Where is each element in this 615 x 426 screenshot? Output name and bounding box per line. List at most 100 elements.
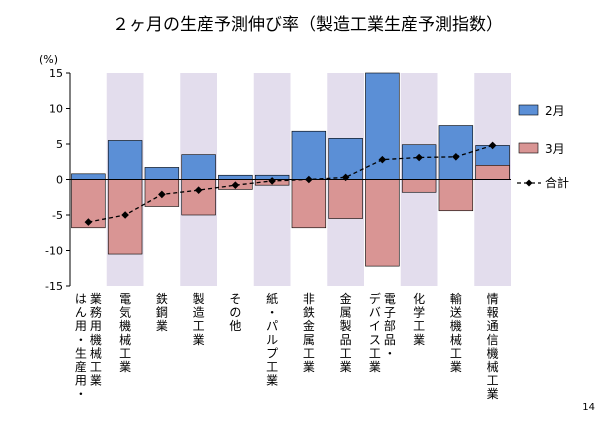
bar-2月	[107, 140, 143, 180]
total-point	[158, 190, 166, 199]
legend-label: 2月	[545, 104, 565, 118]
category-label-char: は	[75, 292, 87, 306]
total-point	[268, 177, 276, 185]
total-point	[452, 152, 460, 161]
category-label-char: 工	[119, 346, 131, 360]
category-label-char: 工	[303, 346, 315, 360]
bars	[71, 72, 510, 267]
legend-label: 合計	[545, 175, 569, 190]
category-label-char: 通	[487, 319, 499, 333]
category-label-char: 業	[340, 360, 352, 374]
page-title: ２ヶ月の生産予測伸び率（製造工業生産予測指数）	[112, 15, 503, 35]
category-label-char: 鉄	[303, 305, 315, 320]
category-label-char: 業	[369, 360, 381, 374]
category-label-char: 非	[303, 292, 315, 306]
bar-2月	[144, 167, 180, 180]
category-labels: 業務用機械工業はん用・生産用・電気機械工業鉄鋼業製造工業その他紙・パルプ工業非鉄…	[75, 291, 499, 401]
total-point	[84, 218, 93, 226]
category-label-char: 学	[413, 305, 425, 320]
category-label-char: 用	[75, 374, 87, 388]
category-label-char: 化	[413, 292, 425, 306]
category-label-char: そ	[229, 292, 241, 306]
category-label-char: 業	[450, 360, 462, 374]
category-label-char: 工	[266, 360, 278, 374]
legend-swatch	[518, 142, 539, 154]
category-label-char: 気	[119, 305, 131, 320]
y-tick-label: -10	[45, 245, 63, 258]
category-label-char: 輸	[450, 291, 462, 306]
category-label-char: 情	[487, 292, 499, 306]
category-label-char: 紙	[266, 291, 278, 306]
legend-label: 3月	[545, 142, 565, 156]
category-label-char: 産	[75, 359, 87, 374]
category-label-char: 属	[303, 333, 315, 347]
bar-2月	[291, 130, 327, 180]
category-label-char: 業	[266, 374, 278, 388]
bar-2月	[181, 154, 216, 180]
category-label-char: パ	[266, 319, 278, 333]
category-label-char: 品	[340, 333, 352, 347]
category-label-char: 工	[413, 319, 425, 333]
bar-2月	[218, 174, 253, 180]
page-number: 14	[582, 402, 595, 413]
y-axis-unit: (%)	[39, 53, 59, 66]
category-label-char: 生	[75, 346, 87, 360]
category-label-char: 報	[487, 306, 499, 320]
category-label-char: 械	[119, 332, 131, 347]
category-label-char: 業	[156, 319, 168, 333]
total-point	[488, 141, 497, 150]
y-tick-label: 10	[49, 103, 63, 116]
category-label-char: 械	[450, 332, 462, 347]
bar-2月	[438, 125, 474, 180]
legend-swatch	[518, 104, 539, 116]
bar-3月	[475, 165, 510, 180]
category-label-char: ス	[369, 333, 381, 347]
y-tick-label: 15	[49, 67, 63, 80]
category-label-char: ・	[75, 333, 87, 347]
total-point	[341, 173, 350, 182]
category-label-char: 鉄	[156, 291, 168, 306]
category-label-char: 造	[193, 306, 205, 320]
category-label-char: 金	[340, 291, 352, 306]
category-label-char: 電	[384, 292, 396, 306]
category-label-char: 工	[369, 346, 381, 360]
bar-3月	[401, 179, 437, 193]
bar-2月	[328, 138, 363, 180]
category-label-char: 工	[193, 319, 205, 333]
category-label-char: 業	[303, 360, 315, 374]
total-point	[415, 153, 423, 162]
category-label-char: 業	[119, 360, 131, 374]
category-label-char: 工	[487, 374, 499, 388]
category-label-char: 工	[90, 360, 102, 374]
y-tick-label: -15	[45, 280, 63, 293]
category-label-char: 務	[90, 306, 102, 320]
category-label-char: 業	[90, 292, 102, 306]
category-label-char: 用	[90, 319, 102, 333]
bar-2月	[365, 72, 400, 180]
category-label-char: プ	[266, 346, 278, 360]
category-label-char: 信	[487, 333, 499, 347]
category-label-char: 機	[487, 345, 499, 360]
legend-marker	[525, 179, 533, 187]
category-label-char: 工	[450, 346, 462, 360]
category-label-char: 業	[193, 333, 205, 347]
category-label-char: デ	[369, 291, 381, 306]
category-label-char: 属	[340, 306, 352, 320]
category-label-char: 製	[340, 319, 352, 333]
category-label-char: 他	[229, 319, 241, 333]
category-label-char: 業	[90, 374, 102, 388]
total-line	[84, 141, 497, 226]
axes: 15 10 5 0 -5 -10 -15	[45, 67, 511, 293]
category-label-char: ル	[266, 333, 278, 347]
category-label-char: 電	[119, 292, 131, 306]
total-point	[231, 181, 240, 189]
total-series-line	[88, 144, 493, 223]
category-label-char: 工	[340, 346, 352, 360]
y-tick-label: -5	[52, 209, 63, 222]
category-label-char: 用	[75, 319, 87, 333]
category-label-char: 機	[90, 332, 102, 347]
category-label-char: 金	[303, 318, 315, 333]
category-label-char: の	[229, 306, 241, 320]
